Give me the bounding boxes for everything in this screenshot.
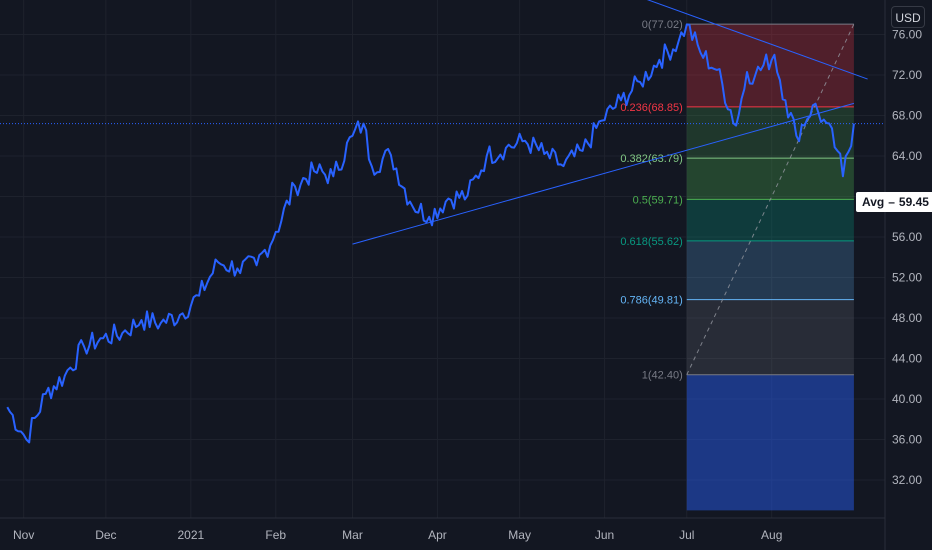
currency-button[interactable]: USD [891,6,925,28]
x-tick-label: Jun [595,528,614,542]
avg-price-tag: Avg –59.45 [856,192,932,213]
y-tick-label: 36.00 [892,433,922,447]
y-tick-label: 32.00 [892,473,922,487]
fib-level-label: 0.786(49.81) [620,295,682,307]
fib-zone [686,106,854,159]
x-tick-label: May [508,528,531,542]
y-tick-label: 64.00 [892,149,922,163]
fib-zone [686,299,854,375]
x-tick-label: Mar [342,528,363,542]
fib-zone [686,240,854,300]
x-tick-label: Feb [265,528,286,542]
fib-level-label: 0.618(55.62) [620,236,682,248]
x-tick-label: Apr [428,528,447,542]
fib-level-label: 0.382(63.79) [620,153,682,165]
x-tick-label: Dec [95,528,116,542]
fib-zone [686,158,854,200]
y-tick-label: 72.00 [892,68,922,82]
y-tick-label: 56.00 [892,230,922,244]
fib-level-label: 0(77.02) [642,19,683,31]
y-tick-label: 68.00 [892,109,922,123]
x-tick-label: Nov [13,528,34,542]
y-tick-label: 76.00 [892,28,922,42]
avg-price-value: 59.45 [898,195,929,210]
fib-level-label: 0.236(68.85) [620,102,682,114]
trendline [352,102,855,245]
fib-zone [686,199,854,241]
x-tick-label: 2021 [177,528,204,542]
y-tick-label: 40.00 [892,392,922,406]
trendline [646,0,868,80]
avg-price-label: Avg [862,195,885,210]
price-series-line [6,23,855,444]
fib-level-label: 1(42.40) [642,370,683,382]
fib-level-label: 0.5(59.71) [633,194,683,206]
y-tick-label: 44.00 [892,352,922,366]
fib-trend-dashed-line [686,23,855,375]
y-tick-label: 52.00 [892,271,922,285]
y-tick-label: 48.00 [892,311,922,325]
x-tick-label: Aug [761,528,782,542]
x-tick-label: Jul [679,528,694,542]
fib-zone [686,374,854,511]
